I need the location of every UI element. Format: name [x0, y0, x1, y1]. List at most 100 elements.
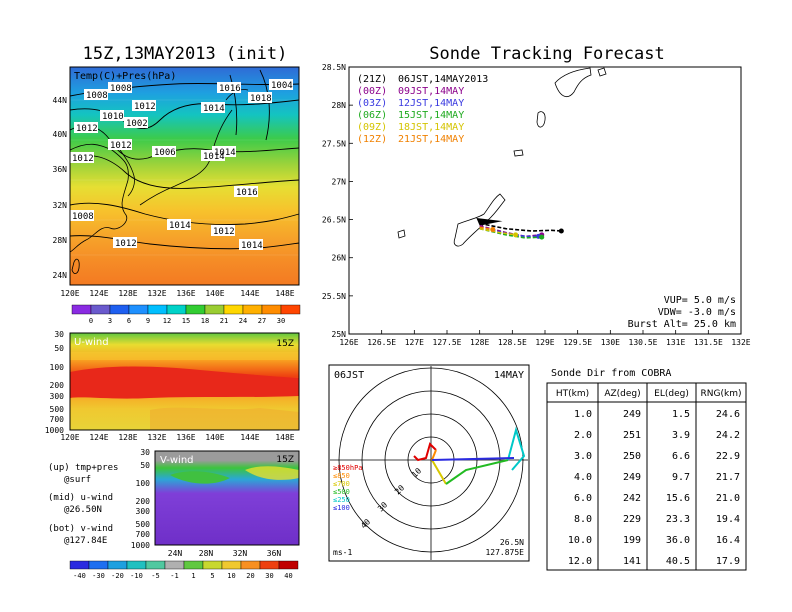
- table-cell: 229: [623, 514, 641, 525]
- isobar-label: 1012: [76, 124, 98, 134]
- islands: [397, 67, 607, 247]
- isobar-label: 1018: [250, 94, 272, 104]
- wind-colorbar-label: 20: [246, 572, 254, 580]
- wind-colorbar-swatch: [202, 560, 223, 570]
- table-header: RNG(km): [701, 389, 742, 399]
- table-header: HT(km): [556, 389, 589, 399]
- track-legend: (21Z) 06JST,14MAY2013 (00Z) 09JST,14MAY …: [357, 74, 488, 145]
- wind-colorbar-swatch: [88, 560, 109, 570]
- hodograph-rings: [330, 366, 528, 560]
- svg-text:120E: 120E: [60, 433, 79, 442]
- param-vdw: VDW= -3.0 m/s: [658, 307, 736, 318]
- forecast-lon-tick: 130E: [601, 338, 620, 347]
- isobar-label: 1010: [102, 112, 124, 122]
- hodograph-levels: ≥850hPa ≤850 ≤700 ≤500 ≤250 ≤100: [333, 464, 363, 512]
- table-cell: 8.0: [574, 514, 592, 525]
- svg-text:1000: 1000: [45, 426, 64, 435]
- wind-colorbar-swatch: [221, 560, 242, 570]
- table-cell: 6.0: [574, 493, 592, 504]
- svg-text:128E: 128E: [118, 433, 137, 442]
- isobar-label: 1014: [203, 152, 225, 162]
- table-cell: 249: [623, 409, 641, 420]
- svg-text:30: 30: [140, 448, 150, 457]
- isobar-label: 1014: [241, 241, 263, 251]
- svg-text:500: 500: [50, 405, 65, 414]
- param-vup: VUP= 5.0 m/s: [664, 295, 736, 306]
- forecast-lat-tick: 25.5N: [322, 292, 346, 301]
- table-header: EL(deg): [654, 389, 689, 399]
- svg-text:200: 200: [50, 381, 65, 390]
- wind-colorbar: [69, 560, 299, 570]
- sonde-tracks: [476, 218, 564, 240]
- map-frame: [69, 66, 300, 286]
- colorbar-label: 30: [277, 317, 285, 325]
- svg-text:200: 200: [136, 497, 151, 506]
- v-lat-ticks: 24N 28N 32N 36N: [168, 549, 282, 558]
- isobar-label: 1012: [110, 141, 132, 151]
- isobar-label: 1012: [115, 239, 137, 249]
- svg-text:30: 30: [54, 330, 64, 339]
- wind-colorbar-swatch: [259, 560, 280, 570]
- u-frame: [69, 332, 300, 431]
- forecast-lon-tick: 128E: [470, 338, 489, 347]
- forecast-lat-ticks: 28.5N 28N 27.5N 27N 26.5N 26N 25.5N 25N: [322, 63, 353, 339]
- isobar-label: 1008: [86, 91, 108, 101]
- temperature-colorbar: [71, 304, 301, 315]
- track-line: [479, 226, 493, 231]
- u-wind-panel: U-wind 15Z 30 50 100 200 300 500 700 100…: [45, 330, 300, 442]
- track-line: [479, 227, 516, 236]
- table-cell: 36.0: [666, 535, 690, 546]
- forecast-lon-tick: 126E: [339, 338, 358, 347]
- wind-colorbar-label: 1: [191, 572, 195, 580]
- svg-text:120E: 120E: [60, 289, 79, 298]
- table-cell: 199: [623, 535, 641, 546]
- colorbar-swatch: [185, 304, 206, 315]
- svg-text:24N: 24N: [53, 271, 68, 280]
- table-cell: 19.4: [716, 514, 740, 525]
- wind-colorbar-labels: -40 -30 -20 -10 -5 -1 1 5 10 20 30 40: [73, 572, 293, 580]
- v-panel-time: 15Z: [276, 455, 294, 465]
- legend-code: (00Z): [357, 86, 387, 97]
- colorbar-swatch: [223, 304, 244, 315]
- wind-colorbar-swatch: [164, 560, 185, 570]
- v-frame: [154, 450, 300, 546]
- svg-text:144E: 144E: [240, 289, 259, 298]
- svg-text:100: 100: [136, 479, 151, 488]
- wind-colorbar-swatch: [69, 560, 90, 570]
- sonde-direction-table: Sonde Dir from COBRA HT(km) AZ(deg) EL(deg…: [546, 368, 747, 571]
- isobar-label: 1014: [203, 104, 225, 114]
- track-line: [479, 222, 562, 232]
- isobar-label: 1012: [72, 154, 94, 164]
- isobar-label: 1014: [169, 221, 191, 231]
- svg-text:40N: 40N: [53, 130, 68, 139]
- table-title: Sonde Dir from COBRA: [551, 368, 671, 379]
- svg-text:1000: 1000: [131, 541, 150, 550]
- wind-colorbar-swatch: [240, 560, 261, 570]
- isobar-label: 1016: [219, 84, 241, 94]
- colorbar-label: 3: [108, 317, 112, 325]
- wind-colorbar-label: -10: [130, 572, 143, 580]
- colorbar-swatch: [166, 304, 187, 315]
- svg-text:50: 50: [54, 344, 64, 353]
- map-panel-label: Temp(C)+Pres(hPa): [74, 71, 176, 82]
- hodograph-right-label: 14MAY: [494, 370, 524, 381]
- svg-text:148E: 148E: [275, 289, 294, 298]
- param-burst: Burst Alt= 25.0 km: [628, 319, 736, 330]
- v-wind-panel: V-wind 15Z 30 50 100 200 300 500 700 100…: [69, 448, 300, 580]
- table-cell: 3.0: [574, 451, 592, 462]
- wind-colorbar-label: -5: [151, 572, 159, 580]
- table-header: AZ(deg): [604, 389, 640, 399]
- forecast-lon-tick: 129E: [535, 338, 554, 347]
- svg-text:132E: 132E: [147, 289, 166, 298]
- hodograph-lat: 26.5N: [500, 538, 524, 547]
- svg-text:500: 500: [136, 520, 151, 529]
- colorbar-swatch: [71, 304, 92, 315]
- hodograph-trace: [413, 426, 526, 485]
- wind-colorbar-label: -1: [170, 572, 178, 580]
- svg-text:136E: 136E: [176, 433, 195, 442]
- u-panel-time: 15Z: [276, 339, 294, 349]
- svg-text:140E: 140E: [205, 433, 224, 442]
- svg-text:28N: 28N: [199, 549, 214, 558]
- wind-colorbar-swatch: [107, 560, 128, 570]
